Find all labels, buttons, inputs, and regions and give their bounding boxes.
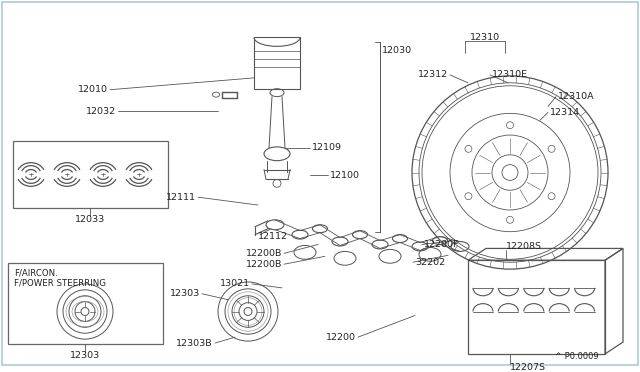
Bar: [468, 260, 605, 354]
Text: ^ P0.0009: ^ P0.0009: [555, 352, 598, 361]
Text: 12100: 12100: [330, 171, 360, 180]
Text: 12208S: 12208S: [506, 242, 542, 251]
Bar: [13, 141, 168, 208]
Text: 12310E: 12310E: [492, 70, 528, 80]
Text: 12111: 12111: [166, 193, 196, 202]
Text: 12303: 12303: [70, 352, 100, 360]
Text: 12109: 12109: [312, 143, 342, 153]
Text: F/AIRCON.: F/AIRCON.: [14, 269, 58, 278]
Text: 12207S: 12207S: [510, 363, 546, 372]
Text: 12314: 12314: [550, 108, 580, 117]
Text: 12200B: 12200B: [246, 260, 282, 269]
Text: 12303B: 12303B: [177, 339, 213, 347]
Text: F/POWER STEERRING: F/POWER STEERRING: [14, 278, 106, 288]
Text: 13021: 13021: [220, 279, 250, 288]
Text: 12010: 12010: [78, 85, 108, 94]
Text: 32202: 32202: [415, 258, 445, 267]
Text: 12200B: 12200B: [246, 249, 282, 258]
Text: 12112: 12112: [258, 232, 288, 241]
Text: 12032: 12032: [86, 107, 116, 116]
Text: 12303: 12303: [170, 289, 200, 298]
Text: 12033: 12033: [75, 215, 105, 224]
Text: 12030: 12030: [382, 46, 412, 55]
Text: 12312: 12312: [418, 70, 448, 80]
Text: 12310: 12310: [470, 33, 500, 42]
Bar: [8, 263, 163, 344]
Text: 12310A: 12310A: [558, 92, 595, 101]
Text: 12200: 12200: [326, 333, 356, 341]
Text: 12200F: 12200F: [424, 240, 460, 249]
